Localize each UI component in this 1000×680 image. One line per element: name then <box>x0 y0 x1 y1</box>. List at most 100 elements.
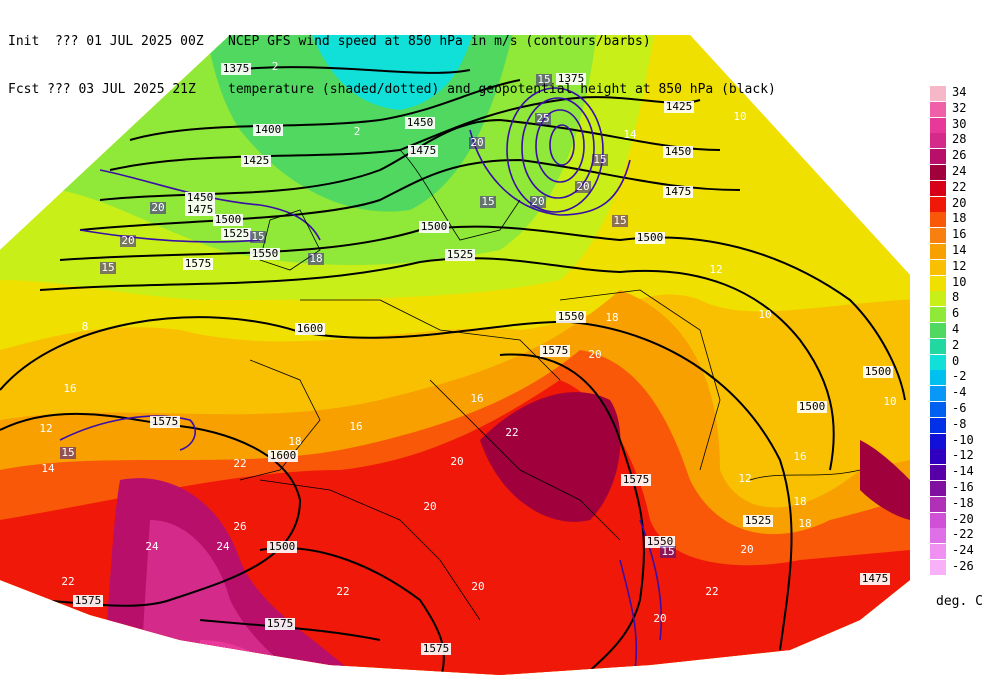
height-label-bg <box>621 474 651 486</box>
legend-swatch <box>930 528 946 544</box>
temperature-label: 14 <box>41 462 55 475</box>
temperature-label: 16 <box>349 420 362 433</box>
legend-swatch <box>930 196 946 212</box>
geopotential-height-contours <box>0 66 906 675</box>
height-label: 1525 <box>447 248 474 261</box>
height-label-bg <box>445 249 475 261</box>
height-label: 1550 <box>252 247 279 260</box>
height-label-bg <box>645 536 675 548</box>
wind-speed-label: 20 <box>151 201 164 214</box>
height-label: 1575 <box>267 617 294 630</box>
height-label-bg <box>743 515 773 527</box>
height-label: 1575 <box>623 473 650 486</box>
height-label-bg <box>185 204 215 216</box>
legend-swatch <box>930 338 946 354</box>
wind-speed-label-bg <box>120 235 136 247</box>
temperature-label: 12 <box>738 472 751 485</box>
wind-speed-label-bg <box>660 546 676 558</box>
height-label-bg <box>556 73 586 85</box>
legend-swatch <box>930 417 946 433</box>
wind-speed-label-bg <box>480 196 496 208</box>
legend-swatch <box>930 228 946 244</box>
temperature-label: 10 <box>758 308 771 321</box>
temperature-label: 22 <box>505 426 518 439</box>
legend-value: 2 <box>952 337 960 352</box>
legend-swatch <box>930 307 946 323</box>
temperature-label: 12 <box>39 422 52 435</box>
height-label: 1575 <box>423 642 450 655</box>
legend-swatch <box>930 101 946 117</box>
legend-value: 0 <box>952 353 960 368</box>
height-label: 1575 <box>542 344 569 357</box>
legend-value: -24 <box>952 543 974 558</box>
height-label-bg <box>863 366 893 378</box>
height-label: 1450 <box>407 116 434 129</box>
temperature-label: 2 <box>354 125 361 138</box>
wind-speed-label-bg <box>308 253 324 265</box>
wind-speed-label-bg <box>100 262 116 274</box>
legend-swatch <box>930 165 946 180</box>
legend-swatch <box>930 386 946 402</box>
temperature-label: 16 <box>63 382 76 395</box>
wind-speed-label: 15 <box>537 73 550 86</box>
height-label-bg <box>419 221 449 233</box>
temperature-label: 20 <box>740 543 753 556</box>
wind-speed-label: 20 <box>576 180 589 193</box>
legend-value: 32 <box>952 100 967 115</box>
height-label-bg <box>268 450 298 462</box>
title-line-2: temperature (shaded/dotted) and geopoten… <box>228 82 776 97</box>
wind-speed-label-bg <box>530 196 546 208</box>
wind-speed-label: 15 <box>661 545 674 558</box>
legend-value: 8 <box>952 290 960 305</box>
height-label-bg <box>663 186 693 198</box>
legend-value: -14 <box>952 464 974 479</box>
height-label-bg <box>241 155 271 167</box>
legend-value: -2 <box>952 369 967 384</box>
legend-swatch <box>930 275 946 291</box>
legend-swatch <box>930 465 946 481</box>
height-label-bg <box>540 345 570 357</box>
legend-swatch <box>930 244 946 259</box>
wind-speed-label: 15 <box>593 153 606 166</box>
wind-speed-label: 18 <box>309 252 322 265</box>
temperature-label: 10 <box>733 110 746 123</box>
temperature-label: 20 <box>423 500 436 513</box>
height-label: 1525 <box>223 227 250 240</box>
height-label-bg <box>250 248 280 260</box>
height-label-bg <box>663 146 693 158</box>
legend-swatch <box>930 433 946 449</box>
height-label-bg <box>183 258 213 270</box>
legend-swatch <box>930 560 946 575</box>
temperature-label: 24 <box>216 540 230 553</box>
wind-speed-label-bg <box>575 181 591 193</box>
temperature-label: 12 <box>709 263 722 276</box>
height-label-bg <box>265 618 295 630</box>
legend-value: -20 <box>952 511 974 526</box>
height-label-bg <box>421 643 451 655</box>
wind-speed-label-bg <box>535 113 551 125</box>
legend-swatch <box>930 544 946 560</box>
height-label-bg <box>185 192 215 204</box>
height-label-bg <box>253 124 283 136</box>
height-label: 1475 <box>862 572 889 585</box>
legend-swatch <box>930 133 946 149</box>
legend-value: 24 <box>952 164 967 178</box>
legend-value: 4 <box>952 322 960 336</box>
height-label-bg <box>213 214 243 226</box>
legend-value: 6 <box>952 306 960 321</box>
height-label: 1425 <box>243 154 270 167</box>
temperature-label: 18 <box>288 435 301 448</box>
legend-swatch <box>930 354 946 370</box>
legend-value: -8 <box>952 416 967 431</box>
legend-value: 10 <box>952 274 967 289</box>
legend-value: 12 <box>952 258 967 273</box>
temperature-label: 20 <box>588 348 601 361</box>
height-label: 1550 <box>647 535 674 548</box>
legend-value: 22 <box>952 179 967 194</box>
legend-swatch <box>930 259 946 275</box>
legend-value: 18 <box>952 211 967 226</box>
height-label-bg <box>150 416 180 428</box>
legend-swatch <box>930 212 946 228</box>
wind-speed-label: 25 <box>536 112 549 125</box>
